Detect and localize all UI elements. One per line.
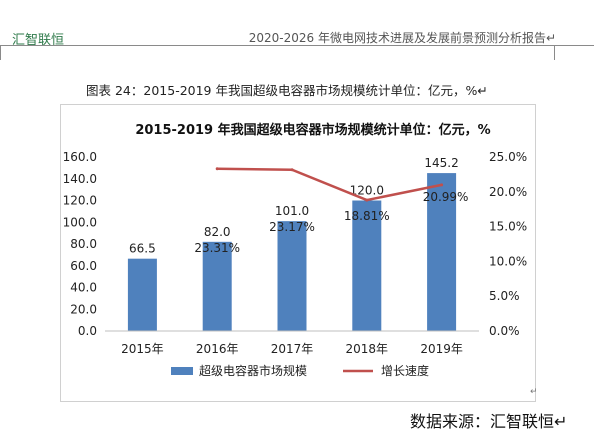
bar-value-label: 120.0 (350, 184, 384, 198)
growth-point (365, 198, 369, 202)
growth-value-label: 23.17% (269, 220, 315, 234)
x-tick-label: 2017年 (271, 342, 314, 356)
bar-value-label: 82.0 (204, 225, 231, 239)
growth-point (215, 167, 219, 171)
bar (277, 221, 307, 331)
y-left-tick-label: 20.0 (70, 302, 97, 316)
x-tick-label: 2016年 (196, 342, 239, 356)
x-tick-label: 2018年 (346, 342, 389, 356)
chart-title: 2015-2019 年我国超级电容器市场规模统计单位：亿元，% (135, 122, 490, 138)
paragraph-mark: ↵ (530, 387, 538, 397)
x-tick-label: 2019年 (420, 342, 463, 356)
y-right-tick-label: 0.0% (489, 324, 520, 338)
header-rule (0, 45, 594, 46)
bar-value-label: 101.0 (275, 204, 309, 218)
y-right-tick-label: 25.0% (489, 150, 527, 164)
margin-mark-left (0, 46, 1, 60)
bar (352, 200, 382, 331)
legend-bar-label: 超级电容器市场规模 (199, 363, 307, 378)
legend-line-label: 增长速度 (381, 363, 429, 378)
y-left-tick-label: 40.0 (70, 281, 97, 295)
growth-point (440, 183, 444, 187)
bar-value-label: 145.2 (424, 156, 458, 170)
y-right-tick-label: 10.0% (489, 254, 527, 268)
chart-frame: 2015-2019 年我国超级电容器市场规模统计单位：亿元，% 0.0 20.0 4… (60, 104, 536, 402)
y-left-tick-label: 80.0 (70, 237, 97, 251)
y-left-tick-label: 160.0 (63, 150, 97, 164)
growth-value-label: 18.81% (344, 209, 390, 223)
growth-value-label: 23.31% (194, 241, 240, 255)
bar (202, 241, 232, 331)
y-left-tick-label: 120.0 (63, 194, 97, 208)
y-left-tick-label: 100.0 (63, 215, 97, 229)
figure-caption: 图表 24：2015-2019 年我国超级电容器市场规模统计单位：亿元，%↵ (86, 83, 488, 98)
growth-point (290, 168, 294, 172)
x-tick-label: 2015年 (121, 342, 164, 356)
y-left-tick-label: 60.0 (70, 259, 97, 273)
bar (127, 258, 157, 331)
data-source: 数据来源：汇智联恒↵ (410, 412, 568, 431)
bar (427, 173, 457, 331)
growth-value-label: 20.99% (423, 190, 469, 204)
header-company: 汇智联恒 (12, 33, 65, 48)
header-report-title: 2020-2026 年微电网技术进展及发展前景预测分析报告↵ (248, 31, 556, 45)
y-right-tick-label: 5.0% (489, 289, 520, 303)
y-right-tick-label: 20.0% (489, 185, 527, 199)
growth-line (217, 167, 442, 202)
y-right-tick-label: 15.0% (489, 220, 527, 234)
bar-value-label: 66.5 (129, 242, 156, 256)
y-left-tick-label: 140.0 (63, 172, 97, 186)
y-left-tick-label: 0.0 (78, 324, 97, 338)
legend-bar-swatch (171, 367, 193, 375)
chart-svg: 2015-2019 年我国超级电容器市场规模统计单位：亿元，% 0.0 20.0 4… (63, 122, 527, 378)
margin-mark-right (554, 46, 555, 60)
